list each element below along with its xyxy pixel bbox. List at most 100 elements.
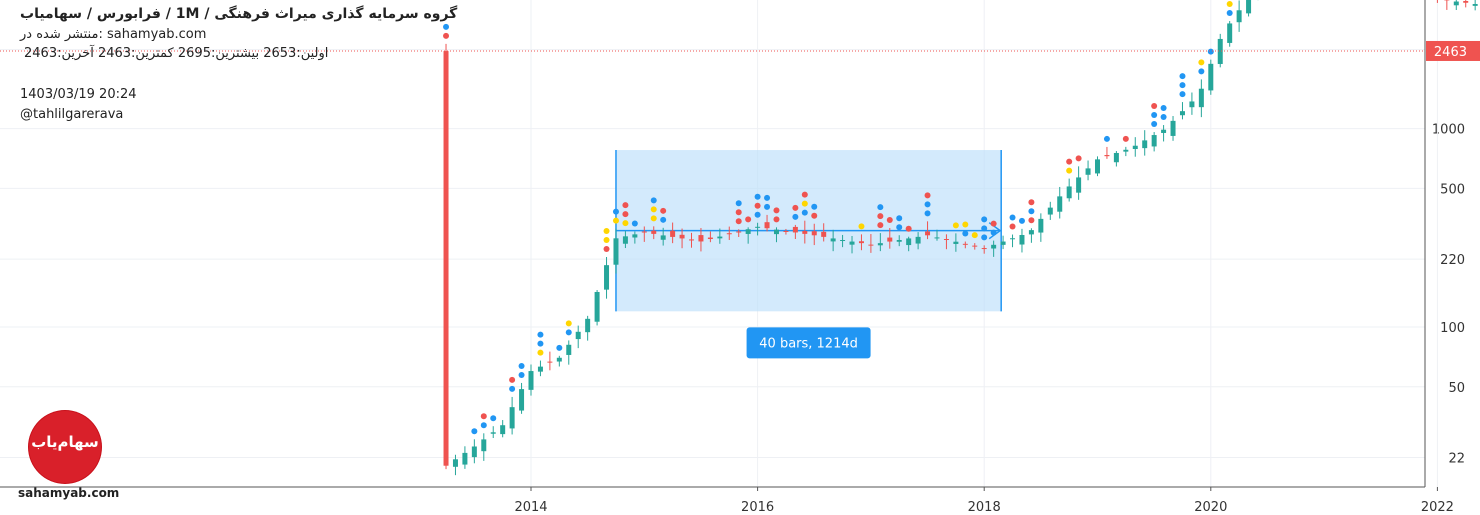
signal-dot xyxy=(773,216,780,223)
candle-body xyxy=(594,291,600,322)
signal-dot xyxy=(603,246,610,253)
candle-body xyxy=(632,234,638,238)
signal-dot xyxy=(858,223,865,230)
signal-dot xyxy=(924,201,931,208)
candle-body xyxy=(1085,168,1091,175)
candle-body xyxy=(1170,120,1176,136)
signal-dot xyxy=(612,208,619,215)
candle-body xyxy=(1132,145,1138,150)
signal-dot xyxy=(480,413,487,420)
candle-body xyxy=(868,244,874,246)
candle-body xyxy=(698,235,704,242)
range-label-text: 40 bars, 1214d xyxy=(759,336,858,351)
x-tick-label: 2020 xyxy=(1194,500,1227,515)
candle-body xyxy=(1227,23,1233,43)
candle-body xyxy=(1142,140,1148,149)
candle-body xyxy=(481,439,487,452)
signal-dot xyxy=(1207,48,1214,55)
signal-dot xyxy=(905,225,912,232)
candle-body xyxy=(736,231,742,233)
signal-dot xyxy=(1151,103,1158,110)
candle-body xyxy=(556,357,562,362)
candle-body xyxy=(934,237,940,239)
y-tick-label: 500 xyxy=(1440,182,1465,197)
signal-dot xyxy=(792,213,799,220)
candle-body xyxy=(1189,101,1195,108)
candle-body xyxy=(452,459,458,467)
signal-dot xyxy=(877,222,884,229)
signal-dot xyxy=(1066,167,1073,174)
signal-dot xyxy=(1009,223,1016,230)
candle-body xyxy=(717,236,723,239)
candle-body xyxy=(1038,218,1044,233)
signal-dot xyxy=(1028,217,1035,224)
signal-dot xyxy=(660,207,667,214)
signal-dot xyxy=(622,202,629,209)
signal-dot xyxy=(735,209,742,216)
candle-body xyxy=(1246,0,1252,14)
signal-dot xyxy=(518,362,525,369)
candle-body xyxy=(1453,1,1459,6)
candle-body xyxy=(604,265,610,290)
x-tick-label: 2016 xyxy=(741,500,774,515)
signal-dot xyxy=(773,207,780,214)
signal-dot xyxy=(537,331,544,338)
candle-body xyxy=(1208,63,1214,91)
signal-dot xyxy=(981,216,988,223)
candle-body xyxy=(585,318,591,333)
candle-body xyxy=(1104,155,1110,157)
signal-dot xyxy=(735,200,742,207)
signal-dot xyxy=(811,203,818,210)
signal-dot xyxy=(1066,158,1073,165)
candle-body xyxy=(840,240,846,242)
signal-dot xyxy=(764,194,771,201)
signal-dot xyxy=(754,202,761,209)
signal-dot xyxy=(1028,199,1035,206)
signal-dot xyxy=(877,204,884,211)
signal-dot xyxy=(631,220,638,227)
signal-dot xyxy=(603,228,610,235)
signal-dot xyxy=(622,220,629,227)
candle-body xyxy=(500,425,506,435)
signal-dot xyxy=(811,212,818,219)
candle-body xyxy=(670,230,676,237)
candle-body xyxy=(1076,177,1082,193)
signal-dot xyxy=(1226,1,1233,8)
signal-dot xyxy=(480,422,487,429)
signal-dot xyxy=(471,428,478,435)
candle-body xyxy=(575,331,581,340)
x-tick-label: 2018 xyxy=(968,500,1001,515)
candle-body xyxy=(773,229,779,235)
signal-dot xyxy=(962,230,969,237)
candle-body xyxy=(660,235,666,240)
candle-body xyxy=(1123,149,1129,152)
candle-body xyxy=(972,245,978,247)
signal-dot xyxy=(877,213,884,220)
candle-body xyxy=(1179,111,1185,116)
candle-body xyxy=(490,432,496,434)
candle-body xyxy=(1000,241,1006,245)
candle-body xyxy=(1047,207,1053,215)
candle-body xyxy=(858,241,864,244)
signal-dot xyxy=(565,329,572,336)
y-tick-label: 50 xyxy=(1448,381,1465,396)
author-handle: @tahlilgarerava xyxy=(20,107,124,122)
signal-dot xyxy=(650,215,657,222)
signal-dot xyxy=(1179,82,1186,89)
candle-body xyxy=(792,226,798,233)
candle-body xyxy=(1028,230,1034,235)
last-price-tag xyxy=(1426,40,1480,61)
candle-body xyxy=(1010,238,1016,240)
signal-dot xyxy=(537,340,544,347)
candle-body xyxy=(1198,88,1204,108)
candle-body xyxy=(641,231,647,233)
candle-body xyxy=(896,240,902,242)
candle-body xyxy=(830,238,836,242)
candle-body xyxy=(887,237,893,242)
signal-dot xyxy=(1160,114,1167,121)
signal-dot xyxy=(990,220,997,227)
signal-dot xyxy=(1226,10,1233,17)
chart-title: گروه سرمایه گذاری میراث فرهنگی / 1M / فر… xyxy=(20,6,458,22)
candle-body xyxy=(1151,135,1157,147)
